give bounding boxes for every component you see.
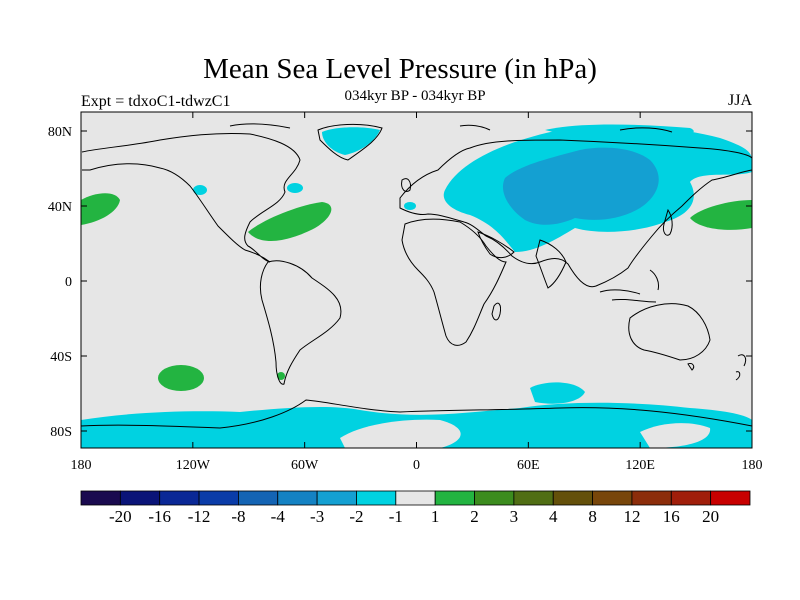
arabia-coast [477,231,515,259]
colorbar-label: -4 [271,507,286,526]
colorbar-swatch [159,490,200,506]
colorbar-label: -2 [349,507,363,526]
japan-coast [663,208,673,236]
north-atlantic-positive [248,202,332,241]
lat-tick-label: 80S [50,425,72,440]
coastlines [80,123,753,429]
north-pacific-west-positive [690,200,752,230]
colorbar-label: -1 [389,507,403,526]
colorbar-swatch [474,490,515,506]
colorbar-label: 3 [510,507,519,526]
colorbar-swatch [316,490,357,506]
colorbar-swatch [395,490,436,506]
colorbar-swatch [592,490,633,506]
eurasia-coast [399,139,753,288]
new-zealand-coast [735,354,747,381]
indonesia-coast [599,269,659,303]
colorbar-label: 1 [431,507,440,526]
anomaly-fields [81,124,752,448]
colorbar-label: -20 [109,507,132,526]
colorbar-label: -12 [188,507,211,526]
small-negative-spot [404,202,416,210]
lon-tick-label: 180 [71,458,92,473]
lon-tick-label: 120W [176,458,211,473]
arctic-islands-coast [229,123,673,133]
lon-tick-label: 60E [517,458,540,473]
colorbar-label: 16 [663,507,680,526]
antarctica-coast [80,399,753,429]
colorbar-swatch [710,490,751,506]
colorbar-swatch [513,490,554,506]
patagonia-positive [277,372,285,380]
colorbar-swatch [80,490,121,506]
colorbar: -20 -16 -12 -8 -4 -3 -2 -1 1 2 3 4 8 12 16 20 [80,490,751,526]
antarctic-neutral-patch [640,423,711,448]
greenland-negative-region [322,127,380,155]
colorbar-label: 12 [623,507,640,526]
lon-tick-label: 180 [742,458,763,473]
colorbar-swatch [119,490,161,506]
lat-axis: 80N 40N 0 40S 80S [48,125,752,440]
north-america-coast [81,132,301,263]
eurasia-strong-negative-region [502,147,659,225]
colorbar-label: 4 [549,507,558,526]
colorbar-swatch [434,490,475,506]
subtitle: 034kyr BP - 034kyr BP [344,88,486,104]
colorbar-swatch [670,490,712,506]
season-label: JJA [727,92,752,109]
lon-tick-label: 60W [291,458,319,473]
small-negative-spot [287,183,303,193]
south-atlantic-negative-region [530,382,585,404]
colorbar-swatch [277,490,318,506]
lat-tick-label: 40N [48,200,72,215]
lat-tick-label: 80N [48,125,72,140]
lon-tick-label: 120E [625,458,655,473]
antarctic-neutral-patch [340,419,461,448]
britain-coast [401,178,411,193]
greenland-coast [317,123,383,161]
lat-tick-label: 40S [50,350,72,365]
colorbar-label: 20 [702,507,719,526]
colorbar-swatch [356,490,397,506]
madagascar-coast [491,302,501,321]
page-title: Mean Sea Level Pressure (in hPa) [203,53,597,85]
colorbar-swatch [631,490,672,506]
africa-coast [401,218,507,346]
tasmania-coast [687,363,695,371]
south-america-coast [259,260,342,385]
colorbar-label: 2 [470,507,479,526]
colorbar-label: -8 [231,507,245,526]
colorbar-swatch [552,490,593,506]
south-pacific-positive [158,365,204,391]
colorbar-swatch [198,490,239,506]
lat-tick-label: 0 [65,275,72,290]
colorbar-swatch [238,490,279,506]
colorbar-label: -3 [310,507,324,526]
colorbar-label: 8 [588,507,597,526]
australia-coast [628,303,711,361]
colorbar-label: -16 [148,507,171,526]
india-coast [535,239,567,289]
lon-tick-label: 0 [413,458,420,473]
north-pacific-east-positive [81,193,120,225]
small-negative-spot [193,185,207,195]
experiment-label: Expt = tdxoC1-tdwzC1 [81,93,231,110]
lon-axis: 180 120W 60W 0 60E 120E 180 [71,112,763,473]
